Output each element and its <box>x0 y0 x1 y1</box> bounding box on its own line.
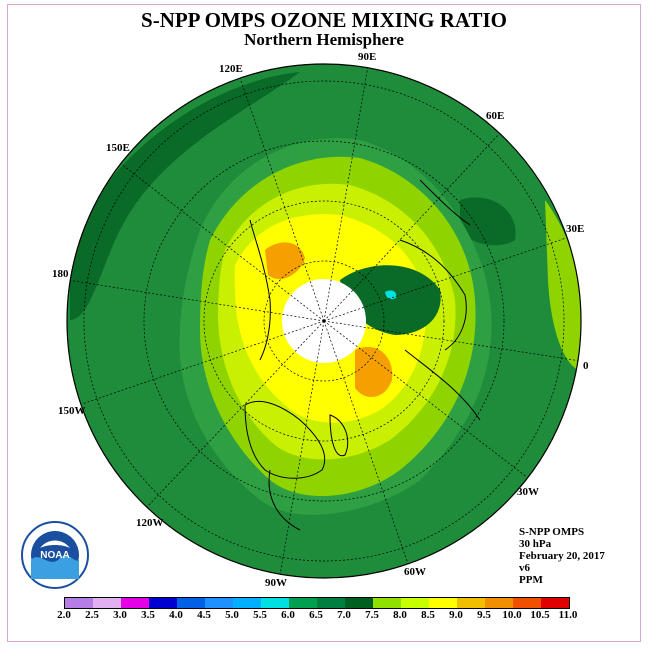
info-block: S-NPP OMPS 30 hPa February 20, 2017 v6 P… <box>519 526 605 586</box>
colorbar-swatch <box>121 598 149 608</box>
colorbar-swatch <box>345 598 373 608</box>
orange-patch-north <box>265 242 305 279</box>
colorbar-label: 4.5 <box>197 609 211 621</box>
colorbar-swatch <box>261 598 289 608</box>
figure-frame <box>7 4 641 642</box>
colorbar-label: 5.0 <box>225 609 239 621</box>
colorbar-swatch <box>541 598 569 608</box>
info-version: v6 <box>519 562 530 574</box>
colorbar-label: 5.5 <box>253 609 267 621</box>
colorbar-label: 6.0 <box>281 609 295 621</box>
light-green-edge <box>545 200 581 370</box>
colorbar-swatch <box>457 598 485 608</box>
colorbar <box>64 597 570 609</box>
info-level: 30 hPa <box>519 538 552 550</box>
noaa-logo-text: NOAA <box>40 550 69 561</box>
lon-label-60w: 60W <box>404 566 426 578</box>
colorbar-swatch <box>205 598 233 608</box>
colorbar-label: 3.0 <box>113 609 127 621</box>
colorbar-label: 8.0 <box>393 609 407 621</box>
colorbar-label: 2.0 <box>57 609 71 621</box>
colorbar-label: 4.0 <box>169 609 183 621</box>
dark-green-spot <box>460 197 516 246</box>
orange-patch-south <box>355 346 393 398</box>
colorbar-swatch <box>177 598 205 608</box>
colorbar-swatch <box>65 598 93 608</box>
colorbar-label: 11.0 <box>558 609 578 621</box>
noaa-logo-icon: NOAA <box>20 520 90 590</box>
colorbar-swatch <box>317 598 345 608</box>
colorbar-swatch <box>233 598 261 608</box>
colorbar-label: 2.5 <box>85 609 99 621</box>
dark-green-region <box>70 72 300 320</box>
colorbar-labels: 2.0 2.5 3.0 3.5 4.0 4.5 5.0 5.5 6.0 6.5 7.0 7.5 8.0 8… <box>50 609 610 623</box>
lon-label-0: 0 <box>583 360 589 372</box>
colorbar-swatch <box>373 598 401 608</box>
colorbar-swatch <box>485 598 513 608</box>
ozone-field <box>67 64 581 578</box>
map-title: S-NPP OMPS OZONE MIXING RATIO <box>141 8 507 32</box>
lon-label-150e: 150E <box>106 142 130 154</box>
colorbar-swatch <box>429 598 457 608</box>
info-date: February 20, 2017 <box>519 550 605 562</box>
lon-label-30e: 30E <box>566 223 585 235</box>
colorbar-label: 9.5 <box>477 609 491 621</box>
lon-label-90e: 90E <box>358 51 377 63</box>
map-boundary <box>66 63 582 579</box>
lon-label-90w: 90W <box>265 577 287 589</box>
lon-label-30w: 30W <box>517 486 539 498</box>
colorbar-label: 8.5 <box>421 609 435 621</box>
info-units: PPM <box>519 574 543 586</box>
colorbar-swatch <box>401 598 429 608</box>
lon-label-180: 180 <box>52 268 69 280</box>
lon-label-120e: 120E <box>219 63 243 75</box>
coastlines <box>244 179 481 531</box>
colorbar-swatch <box>289 598 317 608</box>
graticule <box>67 65 581 576</box>
colorbar-label: 6.5 <box>309 609 323 621</box>
colorbar-swatch <box>149 598 177 608</box>
colorbar-label: 7.0 <box>337 609 351 621</box>
info-instrument: S-NPP OMPS <box>519 526 585 538</box>
colorbar-label: 9.0 <box>449 609 463 621</box>
colorbar-label: 3.5 <box>141 609 155 621</box>
colorbar-label: 7.5 <box>365 609 379 621</box>
colorbar-label: 10.5 <box>530 609 550 621</box>
lon-label-120w: 120W <box>136 517 164 529</box>
colorbar-swatch <box>513 598 541 608</box>
colorbar-label: 10.0 <box>502 609 522 621</box>
colorbar-swatch <box>93 598 121 608</box>
lon-label-60e: 60E <box>486 110 505 122</box>
map-subtitle: Northern Hemisphere <box>244 30 404 49</box>
lon-label-150w: 150W <box>58 405 86 417</box>
